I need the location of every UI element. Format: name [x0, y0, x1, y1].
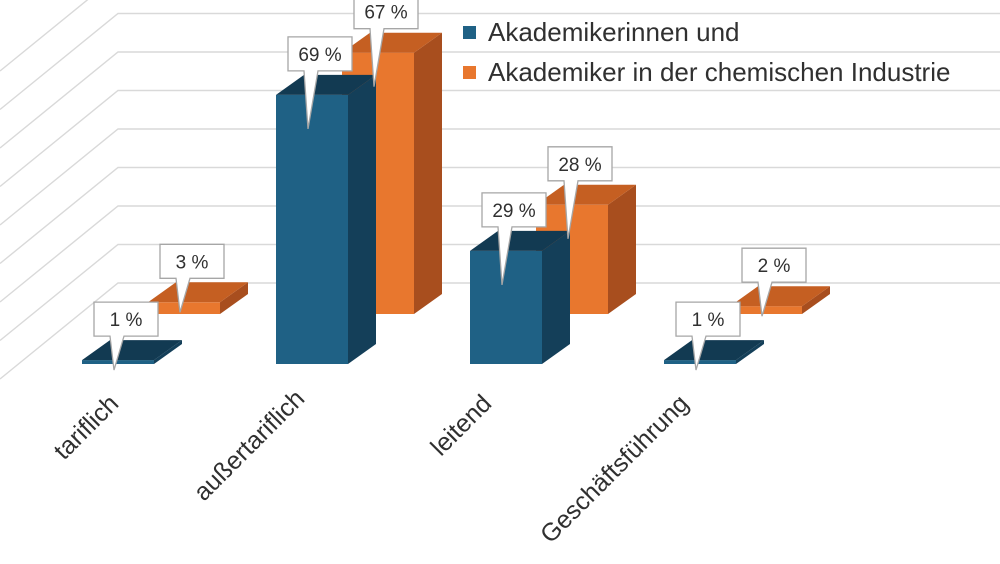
- category-tick-label: leitend: [425, 389, 497, 461]
- label-callout-box: [159, 243, 225, 313]
- data-label-text: 29 %: [492, 201, 535, 222]
- data-label-orange-2: 28 %: [547, 146, 613, 239]
- legend-label: Akademiker in der chemischen Industrie: [488, 56, 951, 87]
- bar-blue-3: [664, 340, 764, 364]
- bar-side-face: [608, 184, 636, 314]
- bar-front-face: [730, 306, 802, 314]
- label-callout-box: [741, 247, 807, 317]
- bar-front-face: [276, 94, 348, 365]
- legend-item-series-1: Akademikerinnen und: [463, 12, 950, 52]
- bar-front-face: [148, 302, 220, 314]
- data-label-text: 3 %: [176, 252, 209, 273]
- bar-front-face: [470, 250, 542, 364]
- bar-top-face: [276, 74, 376, 95]
- legend-item-series-2: Akademiker in der chemischen Industrie: [463, 52, 950, 92]
- data-label-text: 69 %: [298, 45, 341, 66]
- data-label-orange-1: 67 %: [353, 0, 419, 87]
- label-callout-box: [353, 0, 419, 87]
- legend-label: Akademikerinnen und: [488, 16, 740, 47]
- label-callout-box: [675, 301, 741, 371]
- bar-top-face: [342, 32, 442, 53]
- gridline: [0, 282, 1000, 380]
- bar-blue-1: [276, 74, 376, 365]
- bar-side-face: [154, 340, 182, 364]
- label-callout-box: [547, 146, 613, 239]
- label-callout-box: [93, 301, 159, 371]
- data-label-text: 1 %: [110, 310, 143, 331]
- bar-side-face: [348, 74, 376, 365]
- data-label-blue-2: 29 %: [481, 192, 547, 286]
- bar-side-face: [220, 282, 248, 314]
- bar-top-face: [470, 230, 570, 251]
- bar-side-face: [542, 230, 570, 364]
- bar-side-face: [414, 32, 442, 314]
- gridline: [0, 205, 1000, 303]
- legend: Akademikerinnen und Akademiker in der ch…: [463, 12, 950, 92]
- category-tick-label: außertariflich: [188, 384, 310, 506]
- bar-blue-0: [82, 340, 182, 364]
- data-label-blue-1: 69 %: [287, 36, 353, 130]
- bar-orange-3: [730, 286, 830, 314]
- gridline: [0, 0, 89, 72]
- data-label-blue-0: 1 %: [93, 301, 159, 371]
- category-tick-label: tariflich: [48, 389, 124, 465]
- legend-swatch-orange: [463, 65, 476, 79]
- category-tick-label: Geschäftsführung: [535, 389, 694, 548]
- data-label-text: 28 %: [558, 155, 601, 176]
- bar-side-face: [736, 340, 764, 364]
- label-callout-box: [287, 36, 353, 130]
- bar-top-face: [536, 184, 636, 205]
- bars: [82, 32, 830, 365]
- bar-top-face: [82, 340, 182, 361]
- bar-front-face: [664, 360, 736, 364]
- bar-side-face: [802, 286, 830, 314]
- category-axis: tariflich außertariflich leitend Geschäftsf…: [48, 384, 694, 548]
- data-label-text: 2 %: [758, 256, 791, 277]
- bar-top-face: [664, 340, 764, 361]
- bar-top-face: [730, 286, 830, 307]
- gridline: [0, 51, 1000, 149]
- bar-orange-0: [148, 282, 248, 314]
- gridline: [0, 128, 1000, 226]
- gridlines: [0, 0, 1000, 380]
- legend-swatch-blue: [463, 25, 476, 39]
- gridline: [0, 166, 1000, 265]
- gridline: [0, 89, 1000, 188]
- data-label-orange-3: 2 %: [741, 247, 807, 317]
- gridline: [0, 243, 1000, 342]
- gridline: [0, 12, 1000, 111]
- bar-blue-2: [470, 230, 570, 364]
- data-labels: 3 % 67 % 28 % 2 % 1 % 69 % 29 % 1 %: [93, 0, 807, 371]
- label-callout-box: [481, 192, 547, 286]
- data-label-text: 1 %: [692, 310, 725, 331]
- bar-top-face: [148, 282, 248, 303]
- data-label-text: 67 %: [364, 3, 407, 24]
- bar-front-face: [82, 360, 154, 364]
- data-label-orange-0: 3 %: [159, 243, 225, 313]
- data-label-blue-3: 1 %: [675, 301, 741, 371]
